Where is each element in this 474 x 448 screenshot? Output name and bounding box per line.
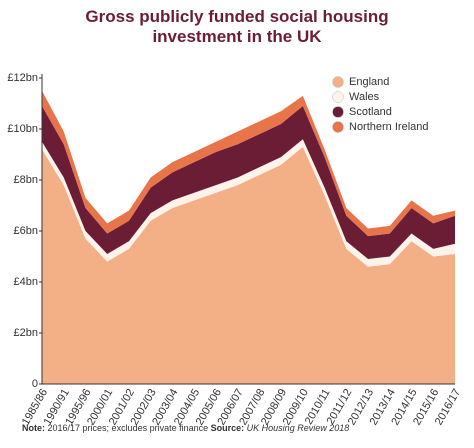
chart-title: Gross publicly funded social housing	[85, 7, 388, 26]
y-tick-label: £12bn	[7, 72, 38, 84]
legend-swatch	[332, 106, 344, 118]
legend-swatch	[332, 121, 344, 133]
legend-swatch	[332, 91, 344, 103]
chart-title: investment in the UK	[152, 27, 322, 46]
legend-label: Scotland	[349, 106, 392, 118]
legend-label: Northern Ireland	[349, 121, 429, 133]
source-label: Source:	[211, 423, 245, 433]
y-tick-label: £10bn	[7, 123, 38, 135]
area	[42, 146, 455, 384]
legend-label: Wales	[349, 91, 380, 103]
source-text: UK Housing Review 2018	[247, 423, 350, 433]
y-tick-label: £2bn	[14, 327, 38, 339]
y-tick-label: £4bn	[14, 276, 38, 288]
legend-swatch	[332, 76, 344, 88]
note-text: 2016/17 prices; excludes private finance	[48, 423, 209, 433]
y-tick-label: 0	[32, 378, 38, 390]
legend-label: England	[349, 76, 389, 88]
note: Note: 2016/17 prices; excludes private f…	[22, 423, 349, 433]
note-label: Note:	[22, 423, 45, 433]
y-tick-label: £6bn	[14, 225, 38, 237]
plot	[42, 90, 455, 384]
y-tick-label: £8bn	[14, 174, 38, 186]
